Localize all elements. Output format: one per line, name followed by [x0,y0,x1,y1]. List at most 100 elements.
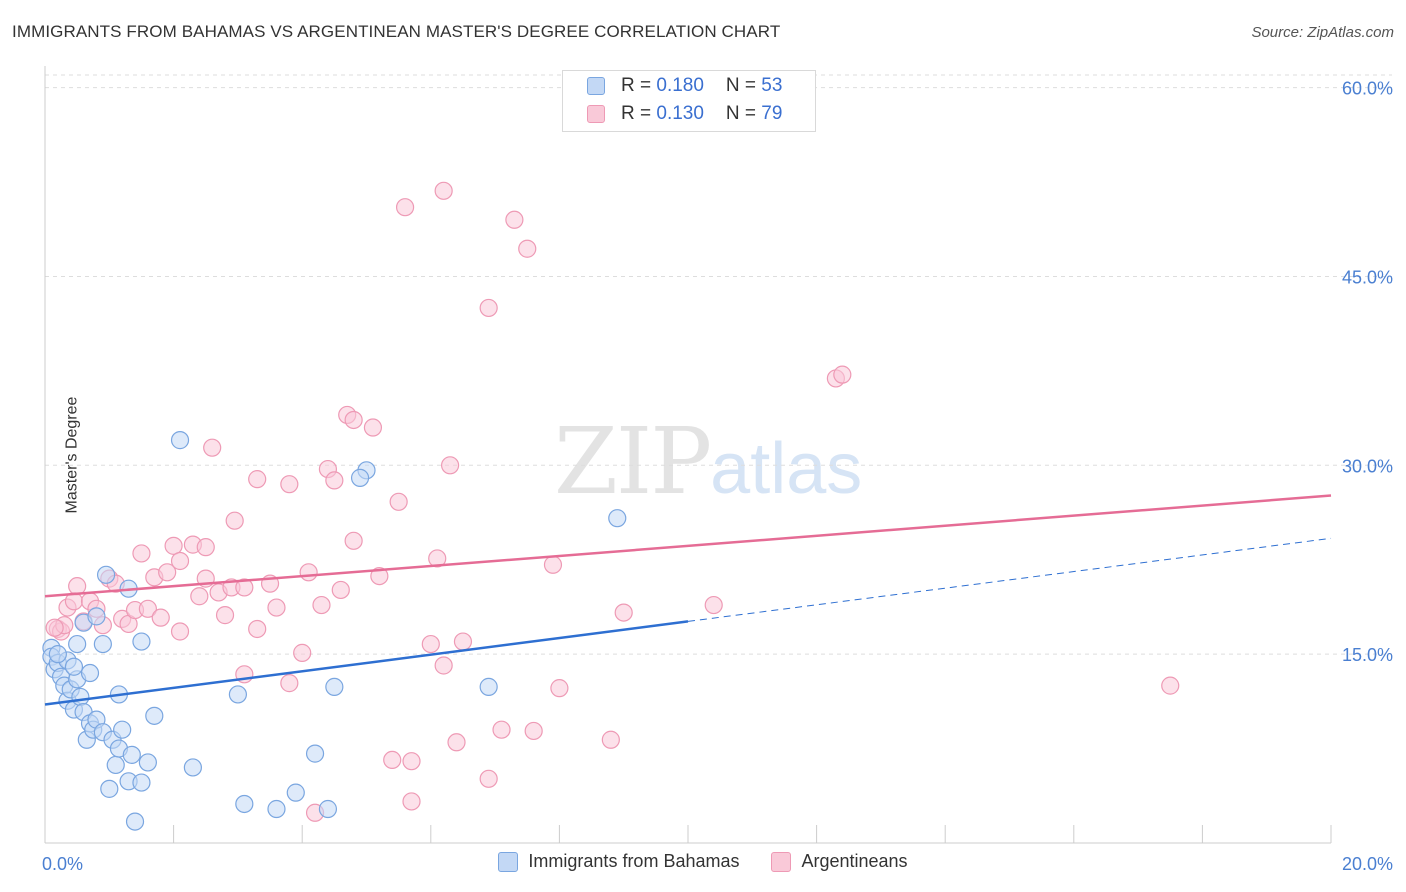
point-argentinean [428,549,447,568]
legend-row-bahamas: R = 0.180 N = 53 [587,73,782,99]
y-tick-label: 30.0% [1342,456,1393,476]
y-tick-label: 60.0% [1342,79,1393,99]
point-bahamas [183,758,202,777]
series-legend-swatch-argentineans [771,851,792,872]
x-tick-label: 20.0% [1342,854,1393,874]
point-argentinean [158,563,177,582]
legend-n-label: N = [725,75,762,96]
watermark-atlas: atlas [710,429,863,509]
legend-n-label: N = [725,103,762,124]
point-bahamas [125,812,145,831]
trendline-bahamas-extension [687,537,1332,622]
point-argentinean [402,792,421,811]
watermark-zip: ZIP [554,408,712,515]
correlation-legend: R = 0.180 N = 53 R = 0.130 N = 79 [562,70,816,132]
point-bahamas [93,634,112,654]
point-bahamas [106,755,125,775]
point-argentinean [325,471,344,490]
legend-n-value: 79 [761,103,783,124]
point-argentinean [550,679,569,698]
point-argentinean [1161,676,1180,695]
point-argentinean [389,492,408,511]
point-argentinean [312,595,331,615]
series-legend-swatch-bahamas [498,851,519,872]
point-argentinean [434,181,453,200]
point-argentinean [440,456,460,475]
point-bahamas [132,773,151,792]
point-argentinean [299,563,318,582]
point-argentinean [614,603,633,622]
point-argentinean [344,531,363,550]
point-argentinean [383,750,402,770]
series-legend-label-argentineans: Argentineans [801,851,908,871]
point-bahamas [479,677,498,696]
point-argentinean [402,752,421,771]
point-argentinean [543,555,563,574]
point-bahamas [170,431,190,450]
point-argentinean [447,733,466,752]
legend-r-value: 0.180 [656,75,704,96]
point-bahamas [318,799,338,819]
source-label: Source: ZipAtlas.com [1251,24,1394,41]
point-argentinean [203,438,222,457]
point-argentinean [280,674,299,693]
point-argentinean [453,632,473,651]
series-legend-bahamas: Immigrants from Bahamas [498,851,739,872]
point-argentinean [421,634,440,654]
point-argentinean [601,730,620,749]
point-argentinean [363,418,383,437]
point-argentinean [524,721,543,741]
point-argentinean [215,606,235,625]
point-argentinean [370,566,389,586]
point-argentinean [267,598,286,617]
point-argentinean [248,619,267,639]
point-bahamas [286,783,305,802]
trendline-bahamas [44,620,689,706]
y-tick-label: 45.0% [1342,267,1393,287]
point-argentinean [196,538,215,557]
point-argentinean [45,618,64,637]
legend-r-label: R = [621,103,657,124]
trendline-argentineans [44,494,1332,598]
point-argentinean [505,210,524,229]
point-argentinean [190,587,209,606]
legend-row-argentineans: R = 0.130 N = 79 [587,101,782,127]
series-legend-label-bahamas: Immigrants from Bahamas [528,851,740,871]
point-argentinean [293,643,312,662]
point-argentinean [344,410,363,430]
point-bahamas [71,687,90,707]
point-argentinean [833,365,852,384]
point-argentinean [164,536,183,555]
point-bahamas [48,645,67,664]
point-argentinean [518,239,537,258]
point-bahamas [235,794,254,814]
point-argentinean [331,580,350,600]
point-bahamas [68,634,87,654]
point-argentinean [479,298,498,318]
point-argentinean [225,511,244,530]
point-bahamas [608,509,627,528]
point-argentinean [395,198,415,217]
legend-swatch-argentineans [587,105,605,123]
point-bahamas [87,607,106,626]
legend-r-value: 0.130 [656,103,704,124]
y-tick-label: 15.0% [1342,645,1393,665]
point-bahamas [145,706,164,725]
point-argentinean [434,656,453,675]
point-bahamas [96,565,116,584]
series-legend-argentineans: Argentineans [771,851,908,872]
point-bahamas [350,468,370,487]
point-argentinean [132,544,151,563]
point-argentinean [248,470,267,489]
watermark: ZIPatlas [554,408,862,515]
point-argentinean [170,622,190,641]
point-argentinean [280,475,299,494]
point-bahamas [64,657,84,676]
point-bahamas [267,799,286,819]
point-argentinean [492,720,511,739]
point-argentinean [704,595,723,615]
legend-n-value: 53 [761,75,783,96]
point-argentinean [479,769,498,788]
point-argentinean [151,608,170,627]
